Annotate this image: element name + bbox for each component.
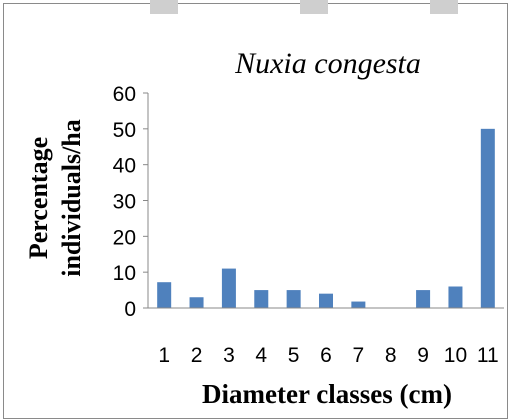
decorative-stripe: [150, 0, 178, 14]
x-tick-label: 1: [158, 344, 170, 367]
bar-3: [221, 268, 236, 308]
x-tick-label: 8: [385, 344, 397, 367]
y-axis-label-line-1: Percentage: [24, 137, 53, 259]
y-tick-label: 40: [113, 155, 136, 178]
chart-title: Nuxia congesta: [234, 47, 421, 80]
y-axis: 0 10 20 30 40 50 60: [113, 83, 149, 321]
x-tick-label: 9: [417, 344, 429, 367]
x-tick-label: 4: [255, 344, 267, 367]
x-tick-label: 7: [353, 344, 365, 367]
bar-series: [157, 128, 495, 308]
y-axis-label-line-2: individuals/ha: [57, 119, 86, 277]
bar-5: [286, 290, 301, 308]
x-tick-label: 11: [477, 344, 499, 367]
decorative-stripe: [300, 0, 328, 14]
bar-2: [189, 297, 204, 308]
x-tick-label: 3: [223, 344, 235, 367]
bar-4: [254, 290, 269, 308]
bar-10: [448, 286, 463, 308]
x-tick-label: 10: [444, 344, 467, 367]
chart-frame: [3, 3, 508, 419]
y-tick-label: 0: [124, 298, 136, 321]
bar-9: [416, 290, 431, 308]
y-tick-label: 30: [113, 191, 136, 214]
bar-1: [157, 282, 172, 308]
x-axis: 1 2 3 4 5 6 7 8 9 10 11: [148, 307, 504, 367]
bar-11: [480, 128, 495, 308]
x-tick-label: 2: [191, 344, 203, 367]
bar-7: [351, 301, 366, 308]
y-tick-label: 60: [113, 83, 136, 106]
decorative-stripe: [430, 0, 458, 14]
y-tick-label: 50: [113, 119, 136, 142]
bar-6: [319, 293, 333, 308]
y-tick-label: 20: [113, 226, 136, 249]
x-axis-label: Diameter classes (cm): [202, 379, 452, 409]
x-tick-label: 6: [320, 344, 332, 367]
x-tick-label: 5: [288, 344, 300, 367]
y-tick-label: 10: [113, 262, 136, 285]
